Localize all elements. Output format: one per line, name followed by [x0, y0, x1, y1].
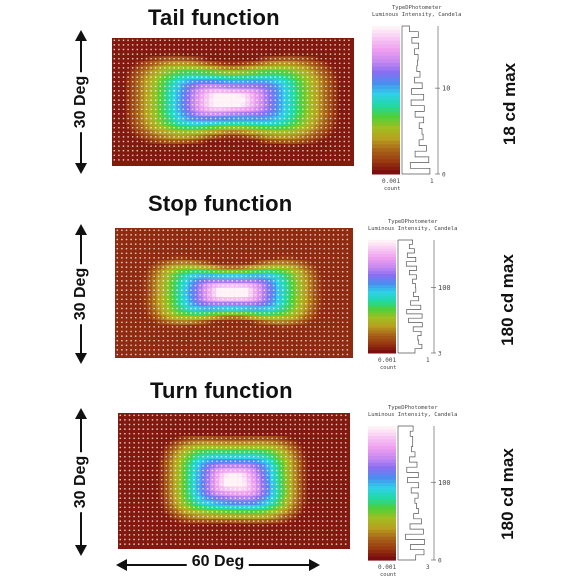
colorbar-tick-low: 3: [438, 351, 442, 358]
colorbar-gradient: [372, 26, 400, 175]
vertical-angle-axis: 30 Deg: [66, 408, 96, 556]
vertical-angle-axis: 30 Deg: [66, 30, 96, 174]
horizontal-angle-axis: 60 Deg: [116, 553, 320, 577]
max-intensity-label: 180 cd max: [498, 254, 517, 346]
colorbar-footer-max: 1: [430, 178, 434, 185]
colorbar-title: TypeDPhotometer: [388, 405, 438, 411]
colorbar-footer-count: count: [380, 365, 397, 371]
colorbar-gradient: [368, 426, 396, 561]
colorbar-footer-min: 0.001: [378, 357, 396, 364]
colorbar-subtitle: Luminous Intensity, Candela: [372, 12, 461, 18]
max-intensity-label: 18 cd max: [500, 62, 519, 146]
colorbar-footer-count: count: [380, 572, 397, 578]
heatmap: [118, 413, 350, 549]
colorbar-subtitle: Luminous Intensity, Candela: [368, 226, 457, 232]
colorbar-title: TypeDPhotometer: [392, 5, 442, 11]
intensity-grid: [115, 228, 350, 358]
heatmap: [112, 38, 354, 166]
heatmap: [115, 228, 353, 358]
colorbar-footer-count: count: [384, 186, 401, 192]
colorbar-footer-min: 0.001: [378, 564, 396, 571]
colorbar-footer-max: 3: [426, 564, 430, 571]
intensity-grid: [118, 413, 349, 547]
colorbar-tick-mid: 100: [438, 284, 451, 292]
intensity-grid: [112, 38, 352, 163]
histogram-outline: [402, 25, 431, 175]
colorbar-footer-min: 0.001: [382, 178, 400, 185]
colorbar-title: TypeDPhotometer: [388, 219, 438, 225]
vertical-angle-label: 30 Deg: [72, 263, 90, 325]
histogram-outline: [398, 425, 425, 561]
colorbar-tick-mid: 10: [442, 85, 450, 93]
vertical-angle-axis: 30 Deg: [66, 224, 96, 364]
colorbar-tick-mid: 100: [438, 479, 451, 487]
horizontal-angle-label: 60 Deg: [186, 553, 250, 571]
panel-title: Tail function: [148, 5, 280, 30]
vertical-angle-label: 30 Deg: [72, 71, 90, 133]
max-intensity-label: 180 cd max: [498, 448, 517, 540]
panel-title: Stop function: [148, 191, 293, 216]
panel-title: Turn function: [150, 378, 293, 403]
colorbar-footer-max: 1: [426, 357, 430, 364]
colorbar-tick-low: 0: [438, 558, 442, 565]
colorbar-subtitle: Luminous Intensity, Candela: [368, 412, 457, 418]
colorbar-gradient: [368, 240, 396, 354]
vertical-angle-label: 30 Deg: [72, 451, 90, 513]
colorbar-tick-low: 0: [442, 172, 446, 179]
histogram-outline: [398, 239, 423, 354]
